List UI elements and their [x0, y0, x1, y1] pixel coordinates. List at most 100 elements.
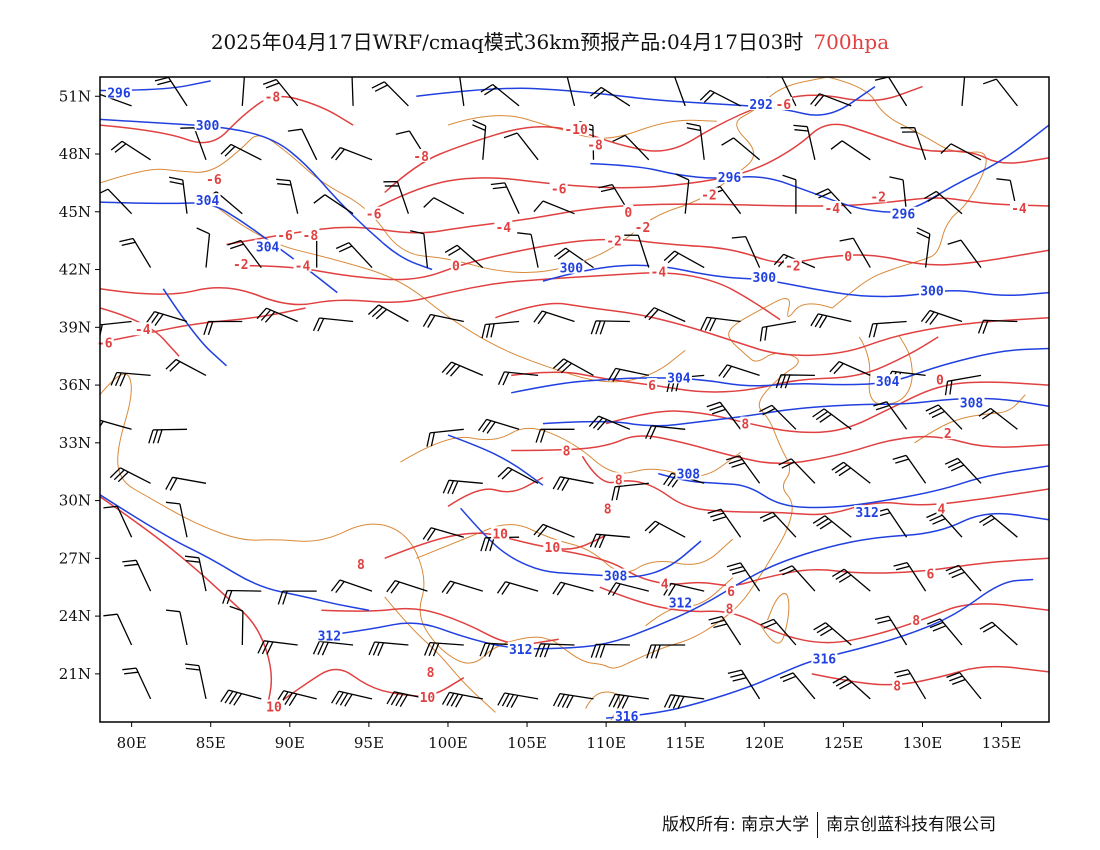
border-line: [100, 373, 555, 664]
temperature-contour-label-bg: [425, 664, 436, 678]
height-contour-label-bg: [918, 283, 945, 297]
temperature-contour-label-bg: [412, 148, 431, 162]
temperature-contour-label-bg: [364, 206, 383, 220]
temperature-contour-label: 10: [492, 527, 508, 542]
wind-barb: [533, 523, 575, 538]
wind-barb: [459, 77, 465, 106]
wind-barb: [944, 374, 982, 396]
temperature-contour-label: -4: [295, 260, 311, 275]
temperature-contour-label-bg: [418, 689, 437, 703]
wind-barb: [706, 401, 742, 430]
temperature-contour-label: 8: [912, 614, 920, 629]
temperature-contour: [100, 496, 273, 713]
temperature-contour-label: -4: [135, 323, 151, 338]
temperature-contour-label: -8: [587, 138, 603, 153]
temperature-contour-label: 6: [926, 568, 934, 583]
wind-barb: [368, 641, 409, 656]
wind-barb: [165, 501, 188, 538]
temperature-contour-label-bg: [724, 601, 735, 615]
wind-barb: [590, 643, 630, 658]
wind-barb: [961, 77, 966, 106]
temperature-contour-label: -6: [277, 229, 293, 244]
temperature-contour-label: -4: [651, 265, 667, 280]
wind-barb: [330, 579, 373, 593]
temperature-contour-label: -6: [775, 98, 791, 113]
temperature-contour-label: -8: [303, 229, 319, 244]
temperature-contour: [599, 586, 1049, 644]
temperature-contour-label: -6: [551, 183, 567, 198]
temperature-contour-label: 0: [624, 206, 632, 221]
temperature-contour-label-bg: [633, 220, 652, 234]
wind-barb: [422, 527, 464, 541]
lon-tick-label: 105E: [507, 734, 547, 752]
wind-barb: [220, 143, 262, 161]
temperature-contour-label-bg: [602, 501, 613, 515]
axis-ticks: 80E 85E 90E 95E 100E 105E 110E 115E 120E 125E 130E…: [59, 87, 1022, 752]
height-contour-label: 308: [604, 570, 628, 585]
temperature-contour-label-bg: [942, 426, 953, 440]
temperature-contour-labels: -8-10-8-6-8-6-6-6-2-4 -20 -4-2-4-2-6 -8-2 -4…: [95, 89, 1028, 716]
temperature-contour-label: 8: [563, 445, 571, 460]
height-contour-label: 296: [892, 208, 916, 223]
wind-barb: [287, 128, 318, 161]
lon-tick-label: 110E: [586, 734, 626, 752]
temperature-contour-label-bg: [301, 227, 320, 241]
lat-tick-label: 24N: [59, 607, 91, 625]
wind-barb: [110, 140, 151, 161]
wind-barb: [367, 304, 409, 323]
map-frame: [99, 76, 1050, 723]
wind-barb: [893, 561, 927, 592]
wind-barb: [920, 309, 963, 325]
wind-barb: [154, 77, 188, 107]
height-contour: [590, 124, 1049, 213]
wind-barb: [663, 694, 705, 710]
temperature-contour-label-bg: [783, 258, 802, 272]
wind-barb: [480, 83, 520, 107]
wind-barb: [442, 479, 483, 495]
wind-barb: [109, 467, 151, 484]
temperature-contour-label: 6: [648, 379, 656, 394]
wind-barb: [812, 515, 852, 538]
lon-tick-label: 135E: [982, 734, 1022, 752]
height-contour-label: 300: [753, 271, 777, 286]
wind-barb: [779, 672, 816, 700]
wind-barb: [900, 126, 927, 161]
border-line: [553, 298, 833, 669]
wind-barb: [472, 119, 487, 160]
wind-barb: [533, 310, 575, 325]
wind-barb: [947, 239, 982, 268]
wind-barb: [386, 579, 428, 594]
temperature-contour-label-bg: [204, 172, 223, 186]
wind-barbs: [100, 77, 1019, 710]
temperature-contour-label: -6: [206, 173, 222, 188]
wind-barb: [812, 408, 852, 430]
height-contour-label-bg: [675, 466, 702, 480]
wind-barb: [831, 568, 871, 592]
wind-barb: [481, 320, 520, 339]
height-contour: [542, 397, 1049, 427]
temperature-contour: [100, 307, 306, 344]
border-line: [858, 334, 913, 405]
temperature-contour-label: 0: [844, 250, 852, 265]
wind-barb: [940, 143, 982, 161]
temperature-contour-label-bg: [934, 372, 945, 386]
temperature-contour-label: 2: [944, 427, 952, 442]
lon-tick-label: 100E: [428, 734, 468, 752]
map-title: 2025年04月17日WRF/cmaq模式36km预报产品:04月17日03时 7…: [0, 26, 1100, 55]
wind-barb: [517, 232, 539, 268]
wind-barb: [874, 77, 908, 107]
height-contour-label: 308: [960, 396, 984, 411]
temperature-contour-label-bg: [925, 566, 936, 580]
wind-barb: [122, 559, 152, 592]
wind-barb: [103, 505, 133, 538]
wind-barb: [262, 78, 299, 107]
lon-tick-label: 95E: [354, 734, 384, 752]
wind-barb: [608, 693, 649, 709]
title-main: 2025年04月17日WRF/cmaq模式36km预报产品:04月17日03时: [210, 30, 804, 54]
height-contour-label-bg: [194, 118, 221, 132]
height-contour-label: 300: [920, 285, 944, 300]
temperature-contour-label: 10: [545, 541, 561, 556]
height-contour: [511, 347, 1049, 394]
wind-barb: [100, 320, 132, 339]
temperature-contour: [368, 123, 1049, 213]
